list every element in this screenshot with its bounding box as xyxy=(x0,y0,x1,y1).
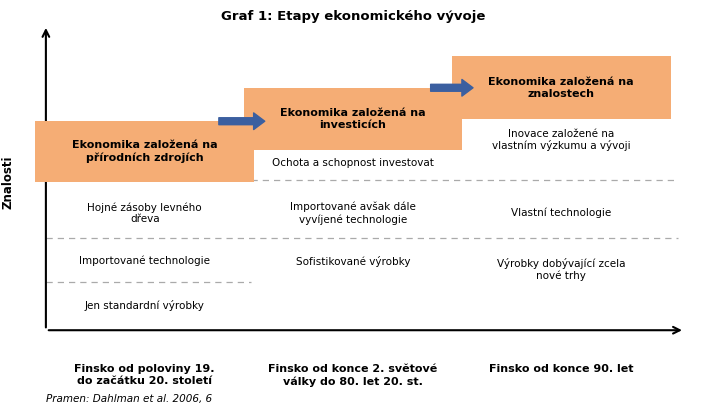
Text: Ekonomika založená na
přírodních zdrojích: Ekonomika založená na přírodních zdrojíc… xyxy=(72,140,217,163)
FancyBboxPatch shape xyxy=(35,121,254,182)
Text: Vlastní technologie: Vlastní technologie xyxy=(511,208,611,219)
Text: Importované avšak dále
vyvíjené technologie: Importované avšak dále vyvíjené technolo… xyxy=(290,202,416,224)
Text: Hojné zásoby levného
dřeva: Hojné zásoby levného dřeva xyxy=(88,202,202,224)
Text: Výrobky dobývající zcela
nové trhy: Výrobky dobývající zcela nové trhy xyxy=(497,258,626,281)
Text: Graf 1: Etapy ekonomického vývoje: Graf 1: Etapy ekonomického vývoje xyxy=(221,10,485,23)
Text: Znalosti: Znalosti xyxy=(2,155,15,209)
FancyBboxPatch shape xyxy=(452,56,671,119)
Text: Jen standardní výrobky: Jen standardní výrobky xyxy=(85,300,205,311)
Text: Importované technologie: Importované technologie xyxy=(79,256,210,267)
Text: Finsko od konce 2. světové
války do 80. let 20. st.: Finsko od konce 2. světové války do 80. … xyxy=(268,364,438,387)
FancyBboxPatch shape xyxy=(244,88,462,150)
Text: Ekonomika založená na
investicích: Ekonomika založená na investicích xyxy=(280,108,426,130)
Text: Pramen: Dahlman et al. 2006, 6: Pramen: Dahlman et al. 2006, 6 xyxy=(46,394,212,404)
Text: Finsko od poloviny 19.
do začátku 20. století: Finsko od poloviny 19. do začátku 20. st… xyxy=(74,364,215,386)
Text: Ochota a schopnost investovat: Ochota a schopnost investovat xyxy=(272,158,434,168)
Text: Finsko od konce 90. let: Finsko od konce 90. let xyxy=(489,364,633,374)
Text: Inovace založené na
vlastním výzkumu a vývoji: Inovace založené na vlastním výzkumu a v… xyxy=(492,129,630,151)
Text: Ekonomika založená na
znalostech: Ekonomika založená na znalostech xyxy=(489,76,634,99)
Text: Sofistikované výrobky: Sofistikované výrobky xyxy=(296,256,410,267)
